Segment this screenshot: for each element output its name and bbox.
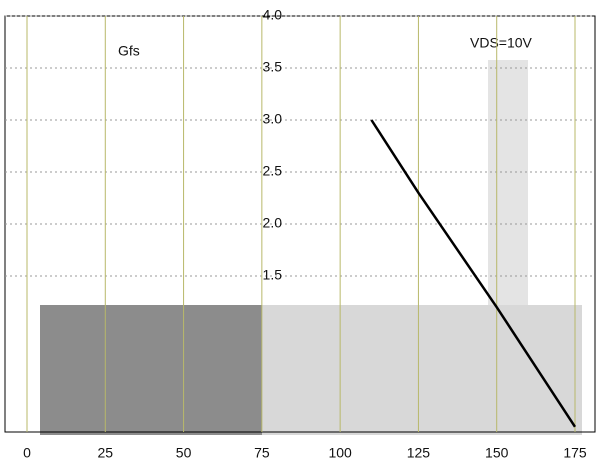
x-tick-label: 125: [407, 445, 431, 461]
x-tick-label: 75: [254, 445, 270, 461]
x-tick-label: 100: [328, 445, 352, 461]
shaded-region: [40, 305, 262, 435]
y-tick-label: 2.5: [263, 163, 283, 179]
y-tick-label: 2.0: [263, 215, 283, 231]
y-tick-label: 3.5: [263, 59, 283, 75]
shaded-region: [262, 305, 582, 435]
y-tick-label: 3.0: [263, 111, 283, 127]
y-tick-label: 1.5: [263, 267, 283, 283]
shaded-region: [488, 60, 528, 305]
legend-label: Gfs: [118, 43, 140, 59]
series-line: [370, 119, 577, 428]
x-tick-label: 175: [563, 445, 587, 461]
x-tick-label: 0: [23, 445, 31, 461]
x-tick-label: 150: [485, 445, 509, 461]
x-tick-label: 50: [176, 445, 192, 461]
y-tick-label: 4.0: [263, 7, 283, 23]
x-tick-label: 25: [97, 445, 113, 461]
annotation: VDS=10V: [470, 35, 533, 51]
